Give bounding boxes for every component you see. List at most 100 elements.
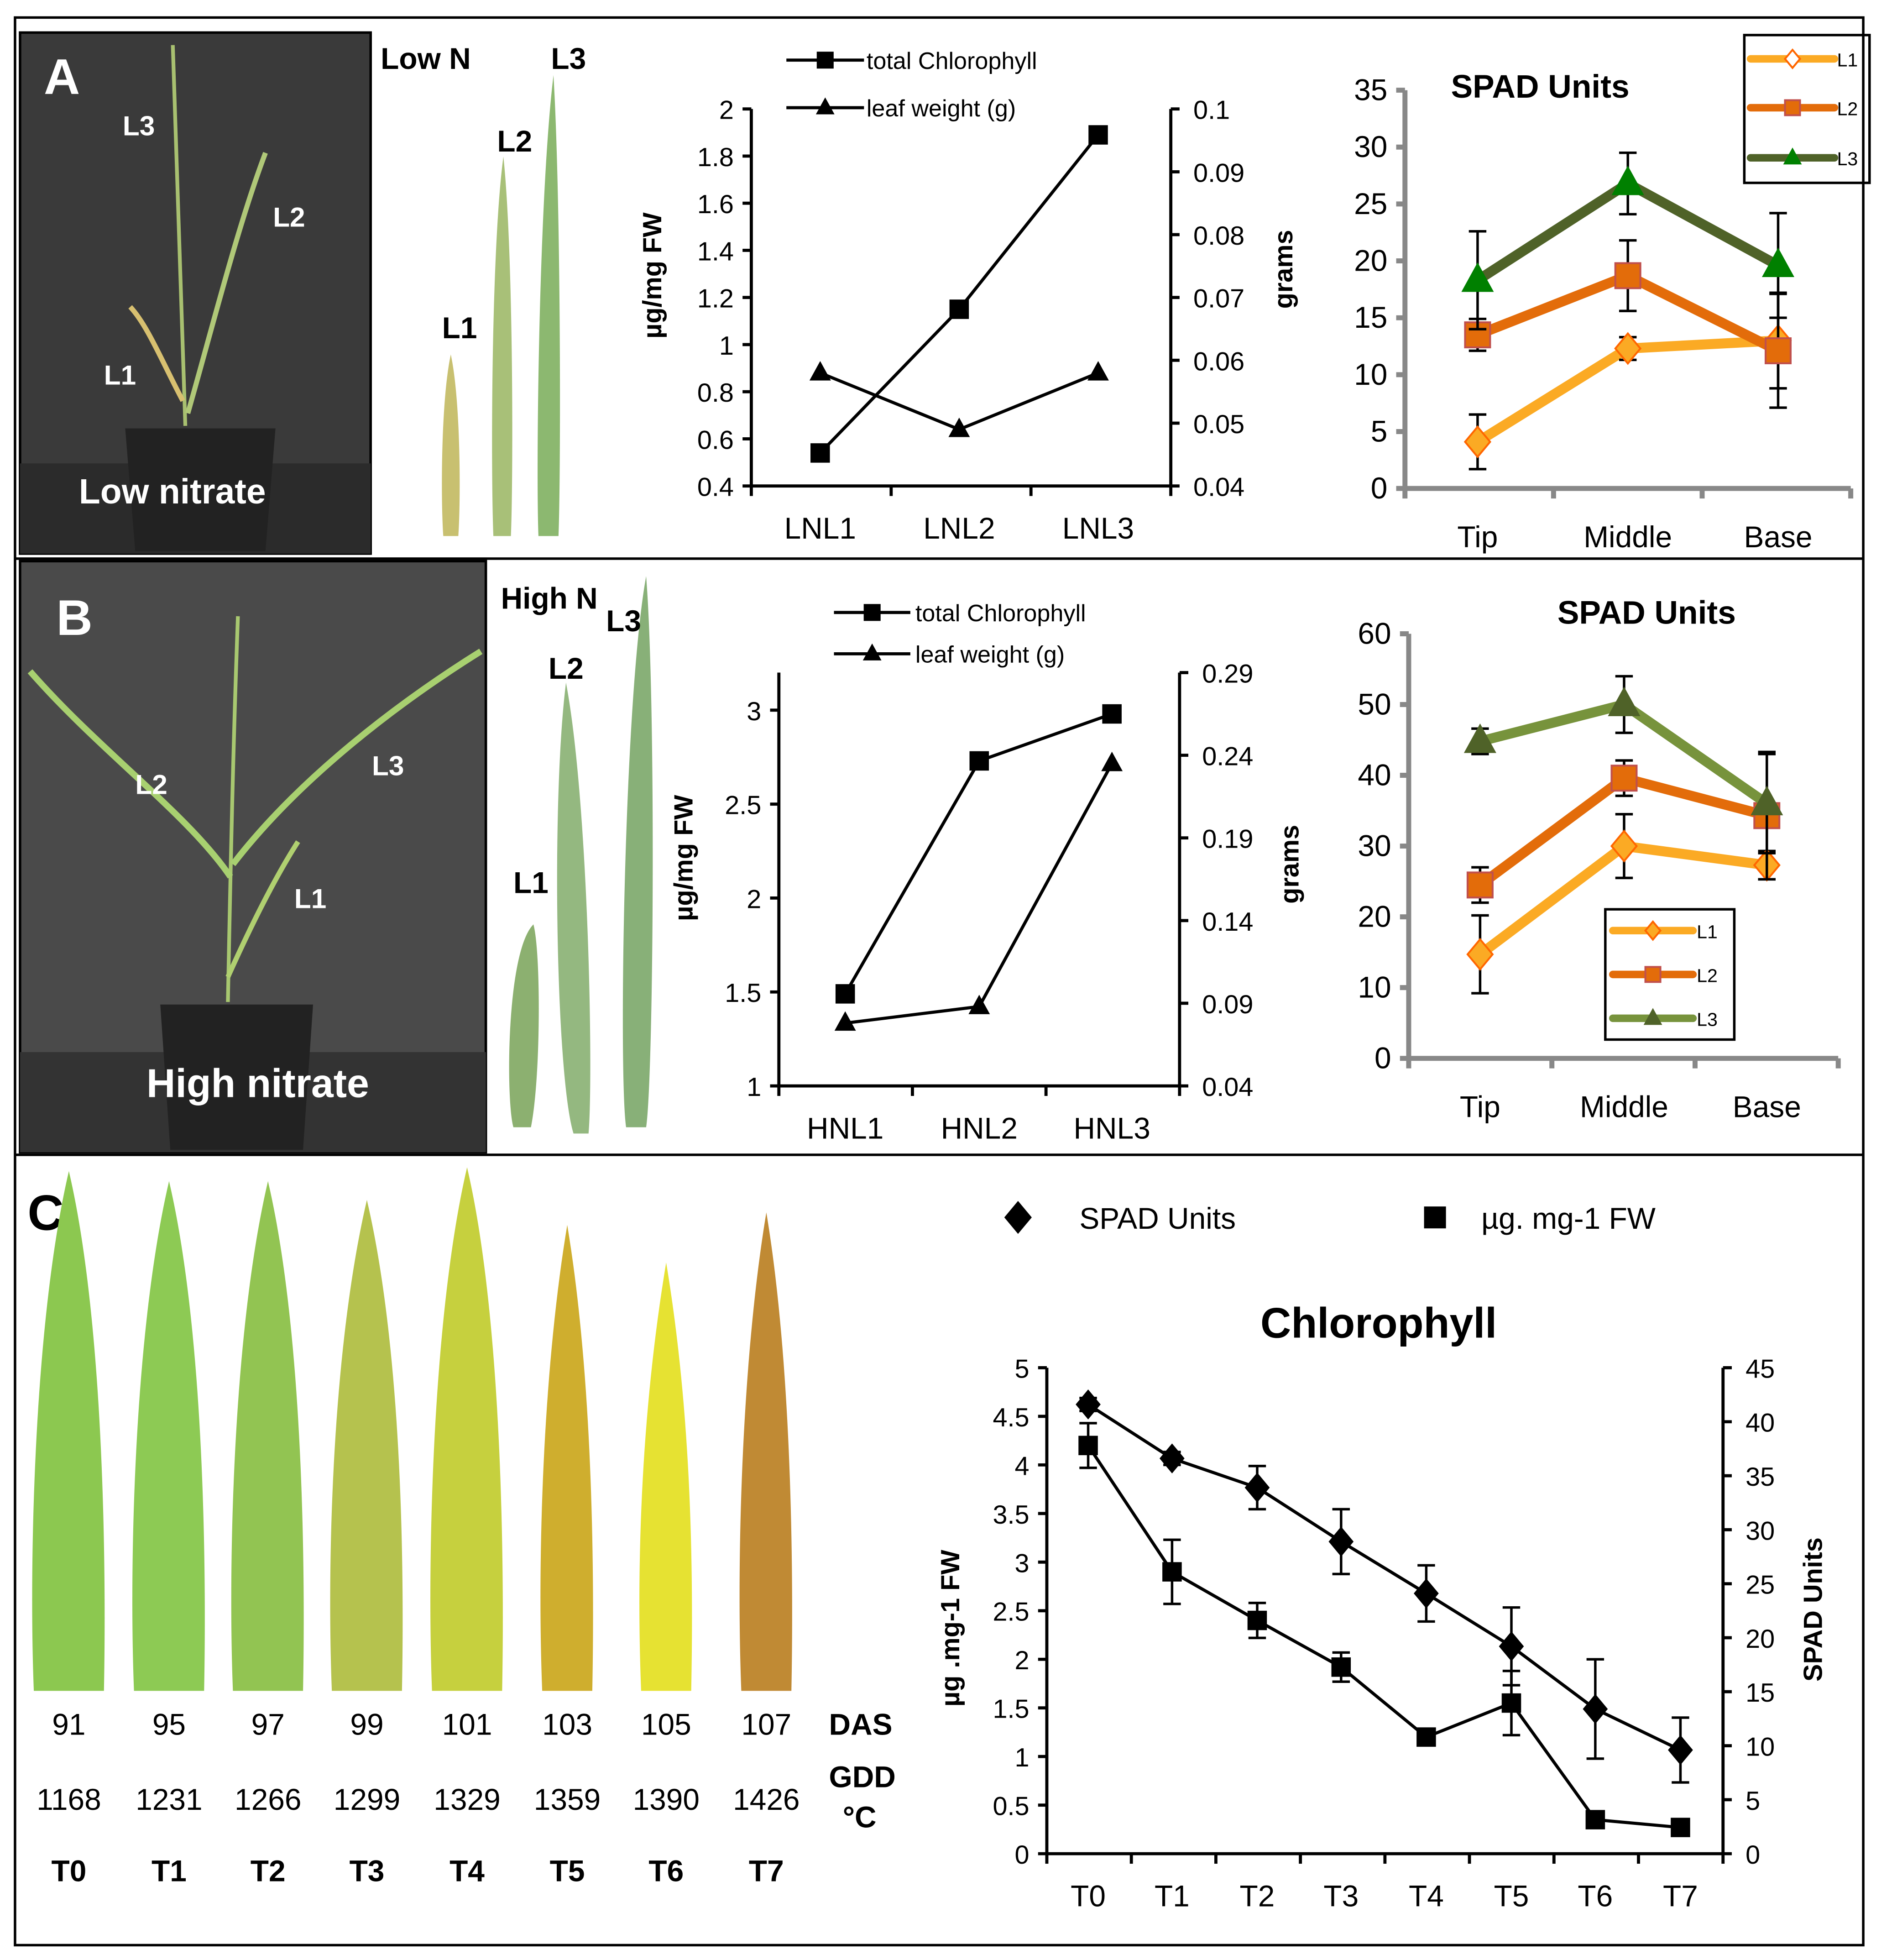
triangle-marker <box>948 417 970 437</box>
series-line <box>819 134 1100 454</box>
das-value: 101 <box>442 1707 492 1741</box>
gdd-value: 1231 <box>136 1782 202 1816</box>
series-L3: L3 <box>1463 675 1783 1030</box>
legend-label: L1 <box>1697 921 1718 942</box>
square-marker <box>1416 1727 1436 1747</box>
y-tick-label: 25 <box>1354 187 1387 220</box>
y2-tick-label: 0.14 <box>1202 907 1253 937</box>
y-tick-label: 0.4 <box>697 473 734 502</box>
y2-tick-label: 40 <box>1745 1409 1775 1438</box>
diamond-marker <box>1583 1694 1608 1724</box>
series-line <box>845 763 1113 1025</box>
triangle-marker <box>1101 751 1123 771</box>
pot <box>160 1004 313 1150</box>
square-marker <box>835 984 855 1004</box>
leaf-label: L2 <box>497 124 532 158</box>
stem <box>171 45 188 426</box>
leaf-label: L3 <box>551 42 586 75</box>
das-value: 97 <box>251 1707 285 1741</box>
panel-b-photo: B L2 L3 L1 High nitrate <box>19 560 487 1154</box>
y2-tick-label: 0.09 <box>1202 990 1253 1019</box>
y-tick-label: 0 <box>1371 471 1388 505</box>
triangle-marker <box>968 995 990 1014</box>
y2-tick-label: 5 <box>1745 1787 1760 1816</box>
leaf-label: L2 <box>549 651 584 685</box>
stage-label: T7 <box>749 1854 784 1887</box>
square-marker <box>1501 1693 1521 1713</box>
x-tick-label: LNL2 <box>923 511 995 545</box>
x-tick-label: Tip <box>1457 520 1498 554</box>
y2-tick-label: 15 <box>1745 1678 1775 1708</box>
triangle-marker <box>1611 165 1644 195</box>
y2-tick-label: 25 <box>1745 1571 1775 1600</box>
y-axis-label: µg/mg FW <box>669 795 698 921</box>
y2-tick-label: 0.04 <box>1193 473 1244 502</box>
diamond-marker <box>1076 1389 1101 1420</box>
chart-title: SPAD Units <box>1451 68 1630 105</box>
leaf <box>330 1200 403 1691</box>
das-label: DAS <box>829 1707 893 1741</box>
y-tick-label: 3 <box>747 697 761 726</box>
leaf-label: L1 <box>513 865 549 899</box>
series-L3: L3 <box>1461 147 1858 330</box>
y2-tick-label: 30 <box>1745 1516 1775 1546</box>
x-tick-label: LNL1 <box>784 511 856 545</box>
das-value: 95 <box>152 1707 186 1741</box>
x-tick-label: HNL1 <box>807 1111 883 1145</box>
legend-label: total Chlorophyll <box>867 48 1037 74</box>
stem <box>226 616 240 1002</box>
y-tick-label: 0.5 <box>993 1792 1029 1821</box>
gdd-value: 1329 <box>434 1782 500 1816</box>
triangle-marker <box>1783 147 1802 165</box>
series-L2: L2 <box>1466 750 1781 986</box>
stage-label: T4 <box>449 1854 485 1887</box>
y2-tick-label: 45 <box>1745 1354 1775 1384</box>
x-tick-label: Middle <box>1583 520 1672 554</box>
legend-label: L3 <box>1697 1009 1718 1030</box>
leaf <box>132 1181 205 1691</box>
leaf-label: L1 <box>442 311 477 345</box>
leaf <box>540 1225 593 1691</box>
stage-label: T3 <box>350 1854 385 1887</box>
legend-label: µg. mg-1 FW <box>1481 1201 1656 1235</box>
y-tick-label: 1 <box>1015 1743 1030 1772</box>
series-line <box>1087 1403 1681 1752</box>
y-tick-label: 0.6 <box>697 425 734 455</box>
triangle-marker <box>815 97 835 115</box>
das-value: 107 <box>741 1707 791 1741</box>
chart-C-chl: 0 0.5 1 1.5 2 2.5 3 3.5 4 4.5 5 0 5 10 15 20 25 30 35 40 45 T… <box>936 1201 1828 1913</box>
square-marker <box>1424 1206 1446 1229</box>
x-tick-label: T5 <box>1494 1879 1529 1913</box>
y-tick-label: 3.5 <box>993 1500 1029 1530</box>
das-value: 99 <box>350 1707 383 1741</box>
y-tick-label: 2 <box>719 96 734 125</box>
leaf-title: High N <box>501 582 598 615</box>
y-tick-label: 0 <box>1015 1840 1030 1870</box>
triangle-marker <box>1087 361 1109 381</box>
y-tick-label: 50 <box>1358 687 1391 721</box>
y2-tick-label: 20 <box>1745 1625 1775 1654</box>
legend-box <box>1604 908 1736 1041</box>
series-total Chlorophyll: total Chlorophyll <box>834 600 1122 1004</box>
leaf <box>32 1171 105 1691</box>
stage-label: T2 <box>251 1854 286 1887</box>
chart-title: Chlorophyll <box>1260 1300 1497 1347</box>
square-marker <box>1078 1436 1098 1456</box>
series-L2: L2 <box>1464 98 1858 409</box>
stage-label: T5 <box>550 1854 585 1887</box>
diamond-marker <box>1463 425 1492 459</box>
x-tick-label: Base <box>1733 1090 1801 1124</box>
y-tick-label: 10 <box>1354 357 1387 391</box>
gdd-value: 1266 <box>235 1782 301 1816</box>
legend-label: L2 <box>1697 965 1718 986</box>
y-tick-label: 1.2 <box>697 284 734 314</box>
square-marker <box>1088 125 1108 145</box>
gdd-value: 1299 <box>334 1782 400 1816</box>
y-tick-label: 2 <box>1015 1646 1030 1675</box>
square-marker <box>1162 1562 1182 1582</box>
y2-tick-label: 0.1 <box>1193 96 1230 125</box>
y-tick-label: 40 <box>1358 758 1391 791</box>
triangle-marker <box>1643 1008 1662 1025</box>
y-axis-label: µg/mg FW <box>638 212 667 339</box>
panel-c-leaves: 91 1168 T0 95 1231 T1 97 1266 T2 99 1299 T3 101 1329 T… <box>32 1167 800 1887</box>
